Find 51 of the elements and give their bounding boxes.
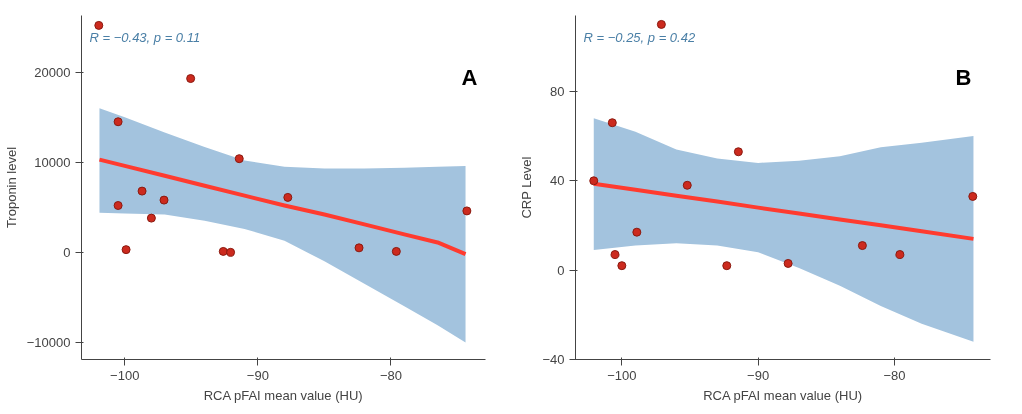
point bbox=[733, 147, 743, 157]
point bbox=[462, 206, 472, 216]
y-axis-title: CRP Level bbox=[519, 156, 535, 219]
y-tick-label: 40 bbox=[550, 173, 565, 189]
point bbox=[146, 213, 156, 223]
point bbox=[783, 258, 793, 268]
y-tick-label: 80 bbox=[550, 83, 565, 99]
point bbox=[656, 19, 666, 29]
x-tick-label: −100 bbox=[110, 367, 140, 383]
y-axis-title: Troponin level bbox=[3, 146, 19, 229]
annotation: B bbox=[955, 64, 972, 90]
annotation: A bbox=[461, 64, 478, 90]
point bbox=[159, 195, 169, 205]
point bbox=[895, 250, 905, 260]
point bbox=[137, 186, 147, 196]
x-tick-label: −90 bbox=[246, 367, 269, 383]
x-tick-label: −80 bbox=[883, 367, 906, 383]
point bbox=[94, 20, 104, 30]
point bbox=[610, 250, 620, 260]
point bbox=[391, 246, 401, 256]
y-tick-label: −10000 bbox=[26, 334, 71, 350]
point bbox=[968, 191, 978, 201]
point bbox=[857, 241, 867, 251]
point bbox=[722, 261, 732, 271]
x-tick-label: −100 bbox=[607, 367, 637, 383]
point bbox=[632, 227, 642, 237]
line-series bbox=[97, 157, 468, 257]
y-tick-label: 0 bbox=[557, 262, 565, 278]
annotation: R = −0.43, p = 0.11 bbox=[89, 29, 201, 45]
point bbox=[186, 74, 196, 84]
x-tick-label: −80 bbox=[379, 367, 403, 383]
point bbox=[234, 154, 244, 164]
point bbox=[682, 180, 692, 190]
y-tick-label: −40 bbox=[542, 352, 565, 367]
point bbox=[121, 245, 131, 255]
point bbox=[617, 261, 627, 271]
point bbox=[607, 118, 617, 128]
y-tick-label: 20000 bbox=[34, 64, 71, 80]
x-tick-label: −90 bbox=[747, 367, 770, 383]
x-axis-title: RCA pFAI mean value (HU) bbox=[203, 387, 363, 403]
point bbox=[226, 247, 236, 257]
point bbox=[283, 192, 293, 202]
y-tick-label: 0 bbox=[63, 244, 71, 260]
annotation: R = −0.25, p = 0.42 bbox=[583, 29, 696, 45]
x-axis-title: RCA pFAI mean value (HU) bbox=[703, 387, 863, 403]
point bbox=[218, 246, 228, 256]
y-tick-label: 10000 bbox=[34, 154, 71, 170]
point bbox=[113, 117, 123, 127]
point bbox=[589, 176, 599, 186]
point bbox=[113, 201, 123, 210]
point bbox=[354, 243, 364, 253]
